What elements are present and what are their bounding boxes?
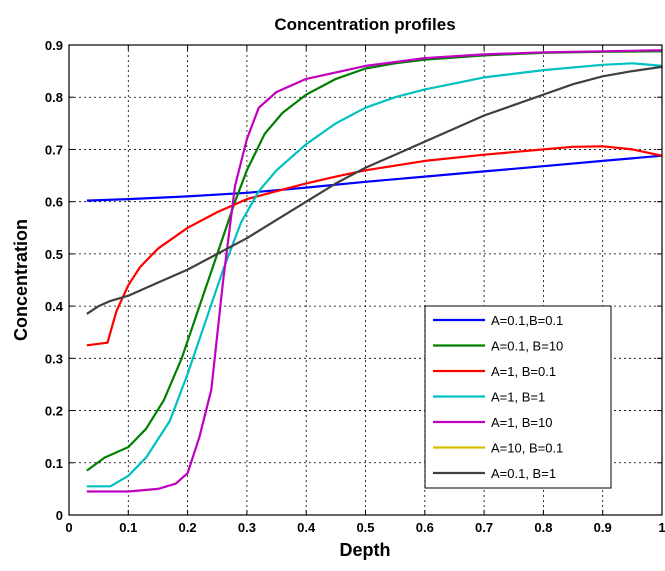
x-tick-label: 1 [658, 520, 665, 535]
legend-entry-label: A=1, B=0.1 [491, 364, 556, 379]
legend-entry-label: A=0.1, B=1 [491, 466, 556, 481]
x-tick-label: 0.8 [534, 520, 552, 535]
x-tick-label: 0.5 [356, 520, 374, 535]
x-tick-label: 0.4 [297, 520, 316, 535]
x-tick-label: 0.2 [179, 520, 197, 535]
series-line-2 [86, 50, 663, 472]
y-tick-label: 0.3 [45, 351, 63, 366]
chart-title: Concentration profiles [274, 15, 455, 34]
series-line-1 [86, 154, 663, 202]
axis-ticks: 0 0.1 0.2 0.3 0.4 0.5 0.6 0.7 0.8 0.9 1 0 0.1 0.2 0.3 0… [45, 38, 665, 535]
x-tick-label: 0.7 [475, 520, 493, 535]
x-tick-label: 0.9 [594, 520, 612, 535]
y-tick-label: 0.5 [45, 247, 63, 262]
legend-entry-label: A=0.1,B=0.1 [491, 313, 563, 328]
legend: A=0.1,B=0.1 A=0.1, B=10 A=1, B=0.1 A=1, B=1… [424, 305, 612, 489]
y-tick-label: 0.4 [45, 299, 64, 314]
x-tick-label: 0 [65, 520, 72, 535]
legend-entry-label: A=1, B=1 [491, 390, 545, 405]
series-line-4 [86, 62, 663, 488]
y-tick-label: 0.1 [45, 456, 63, 471]
y-tick-label: 0.7 [45, 142, 63, 157]
x-axis-label: Depth [340, 540, 391, 560]
legend-entry-label: A=10, B=0.1 [491, 441, 563, 456]
series-line-5 [86, 49, 663, 493]
y-tick-label: 0.9 [45, 38, 63, 53]
x-tick-label: 0.6 [416, 520, 434, 535]
y-tick-label: 0.2 [45, 404, 63, 419]
series-lines [86, 49, 663, 493]
y-tick-label: 0.6 [45, 195, 63, 210]
x-tick-label: 0.3 [238, 520, 256, 535]
y-tick-label: 0.8 [45, 90, 63, 105]
series-line-3 [86, 145, 663, 347]
grid [69, 45, 662, 515]
legend-entry-label: A=1, B=10 [491, 415, 552, 430]
series-line-7 [86, 65, 663, 315]
x-tick-label: 0.1 [119, 520, 137, 535]
legend-entry-label: A=0.1, B=10 [491, 339, 563, 354]
y-tick-label: 0 [56, 508, 63, 523]
y-axis-label: Concentration [11, 219, 31, 341]
